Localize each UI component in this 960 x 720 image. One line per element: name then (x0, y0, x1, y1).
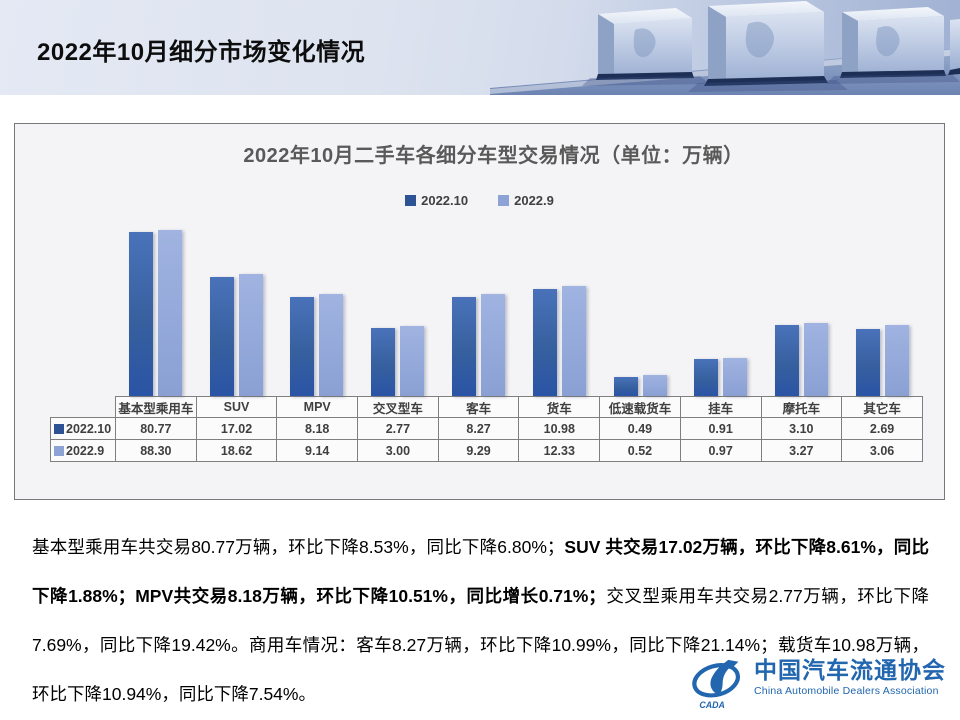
table-value-cell: 0.52 (599, 439, 681, 462)
analysis-segment-2: SUV 共交易17.02万辆，环比下降8.61%，同比下降1.88%；MPV共交… (32, 537, 929, 606)
bar-2022.10-7 (613, 376, 638, 396)
bar-2022.9-9 (804, 323, 829, 396)
bar-group-6 (519, 285, 600, 396)
legend-label: 2022.10 (421, 193, 469, 208)
bars-row (115, 229, 923, 396)
bar-group-8 (681, 357, 762, 396)
bar-group-4 (357, 325, 438, 396)
bar-2022.10-6 (532, 288, 557, 396)
bar-group-2 (196, 273, 277, 396)
table-row-2022.10: 2022.10 80.77 17.02 8.18 2.77 8.27 10.98 0.49 0.… (50, 417, 923, 440)
bar-2022.9-1 (157, 229, 182, 396)
bar-2022.10-8 (694, 359, 719, 396)
table-value-cell: 17.02 (195, 417, 278, 440)
table-category-cell: 交叉型车 (357, 396, 439, 418)
legend-item-2022.10: 2022.10 (405, 193, 468, 208)
table-value-cell: 3.06 (841, 439, 923, 462)
legend-swatch-icon (498, 195, 510, 206)
decorative-cubes-graphic (490, 1, 960, 95)
bar-2022.9-5 (481, 293, 506, 396)
legend-item-2022.9: 2022.9 (498, 193, 554, 208)
analysis-segment-3: 交叉型乘用车共交易2.77万辆，环比下降7.69%，同比下降19.42%。商用车… (32, 586, 929, 704)
bar-2022.10-1 (128, 232, 153, 396)
bar-2022.9-3 (319, 294, 344, 396)
table-category-cell: 低速载货车 (599, 396, 681, 418)
bar-2022.10-9 (775, 324, 800, 396)
bar-2022.10-2 (209, 276, 234, 396)
analysis-segment-1: 基本型乘用车共交易80.77万辆，环比下降8.53%，同比下降6.80%； (32, 537, 565, 557)
logo-name-cn: 中国汽车流通协会 (754, 658, 946, 683)
table-value-cell: 3.10 (760, 417, 843, 440)
bar-2022.9-8 (723, 357, 748, 396)
legend-label: 2022.9 (514, 193, 554, 208)
table-value-cell: 80.77 (115, 417, 197, 440)
chart-title: 2022年10月二手车各细分车型交易情况（单位：万辆） (243, 145, 744, 167)
series-swatch-icon (54, 445, 64, 456)
table-category-cell: 其它车 (841, 396, 923, 418)
table-category-cell: 基本型乘用车 (115, 396, 197, 418)
table-value-cell: 2.77 (357, 417, 439, 440)
cada-acronym: CADA (699, 700, 724, 710)
table-row-label: 2022.9 (50, 439, 116, 462)
logo-name-en: China Automobile Dealers Association (754, 685, 939, 697)
table-value-cell: 3.00 (357, 439, 439, 462)
bar-2022.10-5 (452, 296, 477, 396)
bar-2022.9-2 (238, 273, 263, 396)
bar-group-1 (115, 229, 196, 396)
cada-logo-icon: CADA (692, 659, 741, 710)
bar-group-10 (842, 325, 923, 396)
legend-swatch-icon (405, 195, 417, 206)
page-title: 2022年10月细分市场变化情况 (37, 39, 366, 66)
table-value-cell: 9.14 (276, 439, 359, 462)
table-value-cell: 0.49 (599, 417, 681, 440)
slide-header: 2022年10月细分市场变化情况 (0, 0, 960, 95)
bar-2022.9-4 (400, 325, 425, 396)
table-value-cell: 0.91 (679, 417, 762, 440)
table-header-row: 基本型乘用车 SUV MPV 交叉型车 客车 货车 低速载货车 挂车 摩托车 其它车 (51, 396, 923, 418)
table-value-cell: 8.27 (437, 417, 520, 440)
table-category-cell: 客车 (437, 396, 520, 418)
chart-panel: 2022年10月二手车各细分车型交易情况（单位：万辆） 2022.10 2022.… (14, 123, 945, 500)
bar-2022.10-3 (290, 297, 315, 396)
table-value-cell: 18.62 (195, 439, 278, 462)
table-value-cell: 3.27 (760, 439, 843, 462)
bar-group-9 (761, 323, 842, 396)
organization-logo: CADA 中国汽车流通协会 China Automobile Dealers A… (690, 658, 946, 710)
table-row-label: 2022.10 (50, 417, 116, 440)
table-row-2022.9: 2022.9 88.30 18.62 9.14 3.00 9.29 12.33 0.52 0.9… (50, 439, 923, 462)
chart-legend: 2022.10 2022.9 (15, 193, 944, 208)
bar-group-7 (600, 375, 681, 396)
table-value-cell: 10.98 (518, 417, 601, 440)
table-category-cell: MPV (276, 396, 359, 418)
bar-2022.10-10 (856, 328, 881, 396)
table-value-cell: 12.33 (518, 439, 601, 462)
table-value-cell: 9.29 (437, 439, 520, 462)
bar-2022.9-10 (885, 325, 910, 396)
chart-data-table: 基本型乘用车 SUV MPV 交叉型车 客车 货车 低速载货车 挂车 摩托车 其它车 2022.10… (50, 396, 923, 462)
analysis-paragraph: 基本型乘用车共交易80.77万辆，环比下降8.53%，同比下降6.80%；SUV… (32, 523, 929, 719)
bar-2022.9-7 (642, 375, 667, 396)
table-category-cell: SUV (195, 396, 278, 418)
table-value-cell: 88.30 (115, 439, 197, 462)
table-corner-cell (51, 397, 116, 418)
table-value-cell: 2.69 (841, 417, 923, 440)
table-category-cell: 挂车 (679, 396, 762, 418)
table-category-cell: 货车 (518, 396, 601, 418)
bar-group-3 (277, 294, 358, 396)
table-value-cell: 0.97 (679, 439, 762, 462)
bar-2022.9-6 (561, 285, 586, 396)
bar-group-5 (438, 293, 519, 396)
series-swatch-icon (54, 423, 64, 434)
bar-2022.10-4 (371, 327, 396, 396)
table-category-cell: 摩托车 (760, 396, 843, 418)
table-value-cell: 8.18 (276, 417, 359, 440)
chart-plot-area: 基本型乘用车 SUV MPV 交叉型车 客车 货车 低速载货车 挂车 摩托车 其它车 2022.10… (50, 229, 923, 462)
